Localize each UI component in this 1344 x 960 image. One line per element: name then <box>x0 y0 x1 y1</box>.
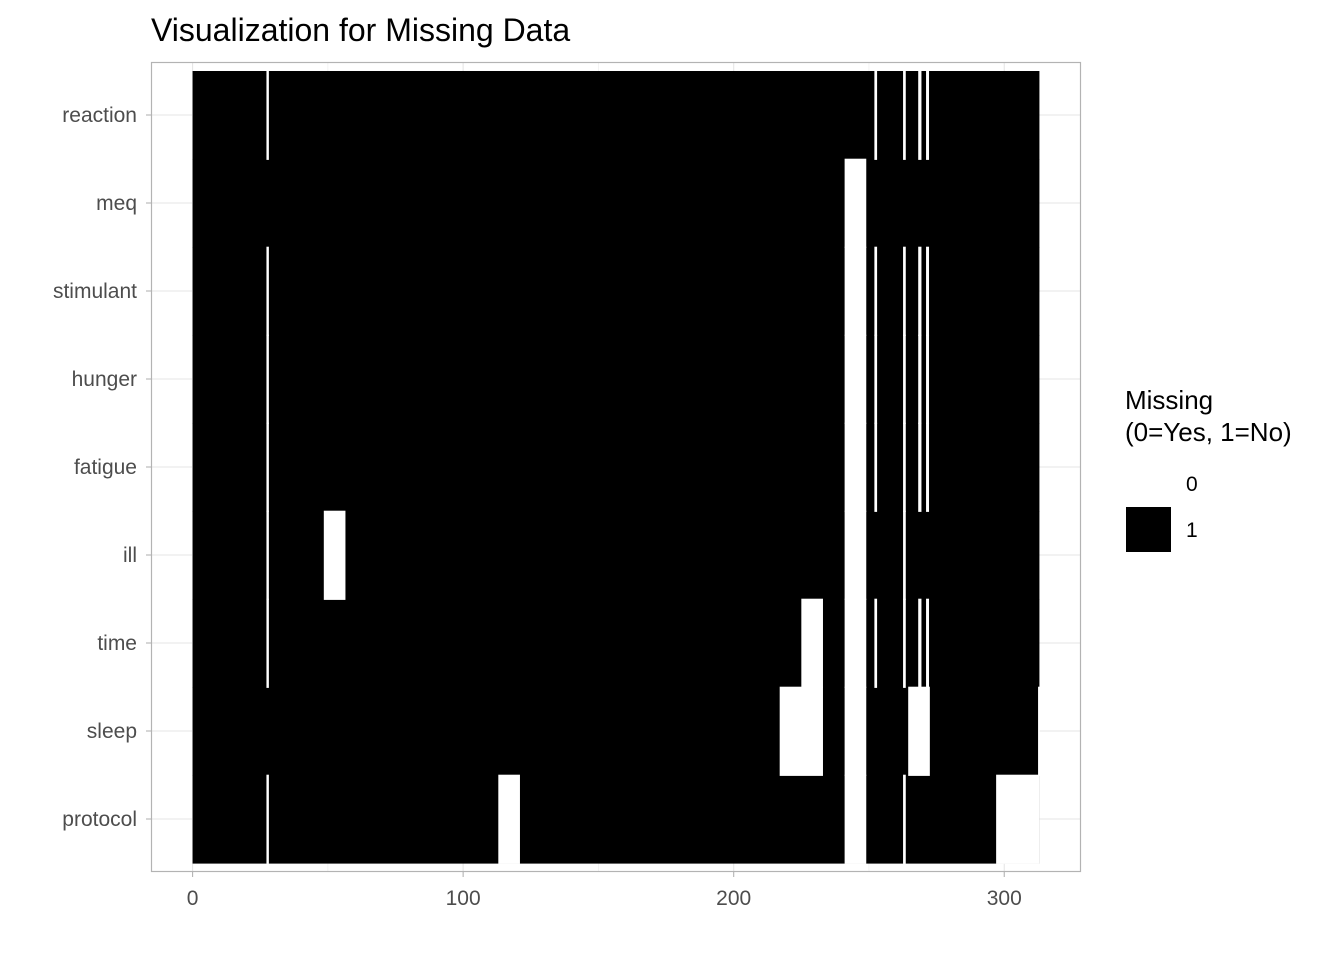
legend-label-1: 1 <box>1186 519 1198 542</box>
axes: 0 100 200 300 reaction meq stimulant hunger fati… <box>53 104 1022 910</box>
y-tick-label-meq: meq <box>96 192 137 215</box>
x-tick-label: 0 <box>187 887 199 910</box>
y-tick-label-ill: ill <box>123 544 137 567</box>
present-tile-hunger <box>192 335 1040 424</box>
legend-title-line: Missing <box>1125 385 1213 415</box>
present-tile-protocol <box>192 775 1040 864</box>
missing-tile-fatigue <box>903 422 906 512</box>
missing-tile-hunger <box>926 334 930 424</box>
y-tick-label-reaction: reaction <box>62 104 137 127</box>
heatmap-tiles <box>192 70 1040 864</box>
present-tile-reaction <box>192 71 1040 160</box>
missing-tile-reaction <box>903 70 906 160</box>
missing-tile-reaction <box>874 70 878 160</box>
missing-tile-stimulant <box>926 246 930 336</box>
present-tile-ill <box>192 511 1040 600</box>
legend-label-0: 0 <box>1186 473 1198 496</box>
y-tick-label-fatigue: fatigue <box>74 456 137 479</box>
missing-tile-fatigue <box>926 422 930 512</box>
legend-title-line: (0=Yes, 1=No) <box>1125 417 1292 447</box>
present-tile-sleep <box>192 687 1040 776</box>
present-tile-meq <box>192 159 1040 248</box>
chart-title: Visualization for Missing Data <box>151 12 570 48</box>
missing-tile-fatigue <box>874 422 878 512</box>
missing-tile-ill <box>323 510 346 600</box>
missing-tile-protocol <box>266 774 269 864</box>
missing-tile-stimulant <box>903 246 906 336</box>
missing-tile-hunger <box>874 334 878 424</box>
missing-tile-fatigue <box>266 422 269 512</box>
missing-tile-sleep <box>908 686 930 776</box>
missing-tile-time <box>844 598 867 688</box>
missing-tile-protocol <box>844 774 867 864</box>
missing-tile-stimulant <box>266 246 269 336</box>
missing-tile-sleep <box>779 686 823 776</box>
missing-tile-hunger <box>903 334 906 424</box>
present-tile-fatigue <box>192 423 1040 512</box>
missing-tile-ill <box>903 510 906 600</box>
missing-tile-meq <box>844 158 867 248</box>
present-tile-stimulant <box>192 247 1040 336</box>
legend-key-1 <box>1126 507 1171 552</box>
missing-tile-protocol <box>903 774 906 864</box>
missing-tile-time <box>903 598 906 688</box>
missing-tile-time <box>266 598 269 688</box>
x-tick-label: 100 <box>446 887 481 910</box>
y-tick-label-hunger: hunger <box>72 368 137 391</box>
missing-tile-protocol <box>996 774 1040 864</box>
missing-tile-sleep <box>1038 686 1040 776</box>
missing-tile-hunger <box>844 334 867 424</box>
missing-tile-hunger <box>918 334 922 424</box>
missing-tile-fatigue <box>844 422 867 512</box>
missing-tile-time <box>801 598 823 688</box>
missing-tile-stimulant <box>874 246 878 336</box>
y-tick-label-sleep: sleep <box>87 720 137 743</box>
missing-tile-ill <box>844 510 867 600</box>
missing-tile-fatigue <box>918 422 922 512</box>
missing-tile-reaction <box>266 70 269 160</box>
missing-tile-ill <box>266 510 269 600</box>
y-tick-label-time: time <box>97 632 137 655</box>
missing-tile-protocol <box>498 774 520 864</box>
legend-key-0 <box>1126 461 1171 506</box>
missing-tile-reaction <box>918 70 922 160</box>
present-tile-time <box>192 599 1040 688</box>
legend: Missing(0=Yes, 1=No) 0 1 <box>1125 385 1292 552</box>
missing-tile-stimulant <box>918 246 922 336</box>
y-tick-label-stimulant: stimulant <box>53 280 137 303</box>
missing-tile-stimulant <box>844 246 867 336</box>
missing-tile-reaction <box>926 70 930 160</box>
y-tick-label-protocol: protocol <box>62 808 137 831</box>
x-tick-label: 300 <box>987 887 1022 910</box>
missing-tile-sleep <box>844 686 867 776</box>
missing-tile-time <box>874 598 878 688</box>
missing-tile-time <box>918 598 922 688</box>
missing-tile-hunger <box>266 334 269 424</box>
missing-tile-time <box>926 598 930 688</box>
x-tick-label: 200 <box>716 887 751 910</box>
